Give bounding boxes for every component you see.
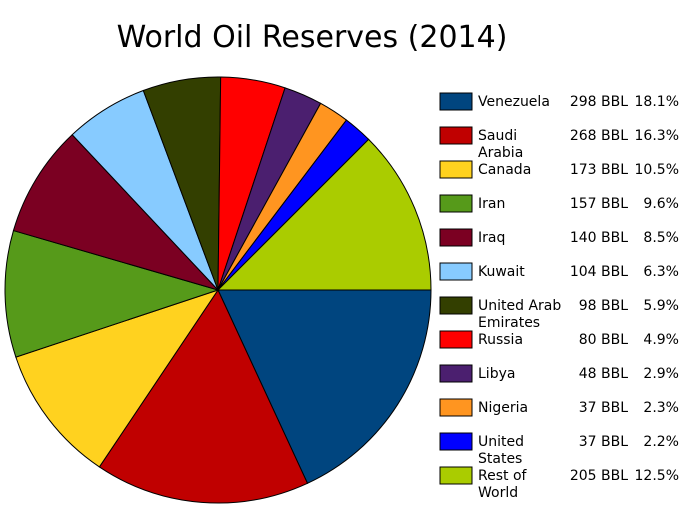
legend-percent: 18.1% <box>635 94 679 110</box>
legend-label: Saudi Arabia <box>478 128 523 161</box>
legend-swatch <box>439 296 473 315</box>
legend-swatch <box>439 466 473 485</box>
legend-label: Rest of World <box>478 468 531 501</box>
legend-label: Canada <box>478 162 531 178</box>
legend-reserve: 98 BBL <box>579 298 628 314</box>
legend-label: Venezuela <box>478 94 550 110</box>
pie-slice <box>12 134 220 291</box>
legend-percent: 2.2% <box>643 434 679 450</box>
legend-reserve: 298 BBL <box>570 94 628 110</box>
legend-percent: 10.5% <box>635 162 679 178</box>
pie-slice <box>216 138 432 291</box>
pie-slice <box>15 289 220 468</box>
legend-reserve: 268 BBL <box>570 128 628 144</box>
legend-reserve: 37 BBL <box>579 434 628 450</box>
legend-swatch <box>439 262 473 281</box>
legend-reserve: 140 BBL <box>570 230 628 246</box>
legend-label: Iran <box>478 196 505 212</box>
legend-percent: 6.3% <box>643 264 679 280</box>
legend-label: Libya <box>478 366 515 382</box>
legend-swatch <box>439 330 473 349</box>
pie-slice <box>217 289 432 484</box>
legend-percent: 5.9% <box>643 298 679 314</box>
legend-percent: 2.9% <box>643 366 679 382</box>
legend-percent: 2.3% <box>643 400 679 416</box>
pie-slice <box>4 229 220 358</box>
legend-swatch <box>439 160 473 179</box>
legend-label: Nigeria <box>478 400 528 416</box>
legend-swatch <box>439 398 473 417</box>
legend-percent: 8.5% <box>643 230 679 246</box>
legend-reserve: 157 BBL <box>570 196 628 212</box>
legend-reserve: 205 BBL <box>570 468 628 484</box>
legend-percent: 9.6% <box>643 196 679 212</box>
legend-label: United States <box>478 434 528 467</box>
legend-reserve: 48 BBL <box>579 366 628 382</box>
legend-swatch <box>439 228 473 247</box>
legend-percent: 16.3% <box>635 128 679 144</box>
legend-swatch <box>439 364 473 383</box>
legend-reserve: 37 BBL <box>579 400 628 416</box>
legend-swatch <box>439 126 473 145</box>
legend-label: Iraq <box>478 230 505 246</box>
legend-label: Kuwait <box>478 264 525 280</box>
legend-label: United Arab Emirates <box>478 298 566 331</box>
legend-reserve: 173 BBL <box>570 162 628 178</box>
legend-label: Russia <box>478 332 523 348</box>
legend-percent: 12.5% <box>635 468 679 484</box>
legend-swatch <box>439 194 473 213</box>
legend-swatch <box>439 432 473 451</box>
legend-percent: 4.9% <box>643 332 679 348</box>
legend-swatch <box>439 92 473 111</box>
chart-title: World Oil Reserves (2014) <box>117 20 508 55</box>
legend-reserve: 104 BBL <box>570 264 628 280</box>
pie-slice <box>98 288 309 504</box>
legend-reserve: 80 BBL <box>579 332 628 348</box>
